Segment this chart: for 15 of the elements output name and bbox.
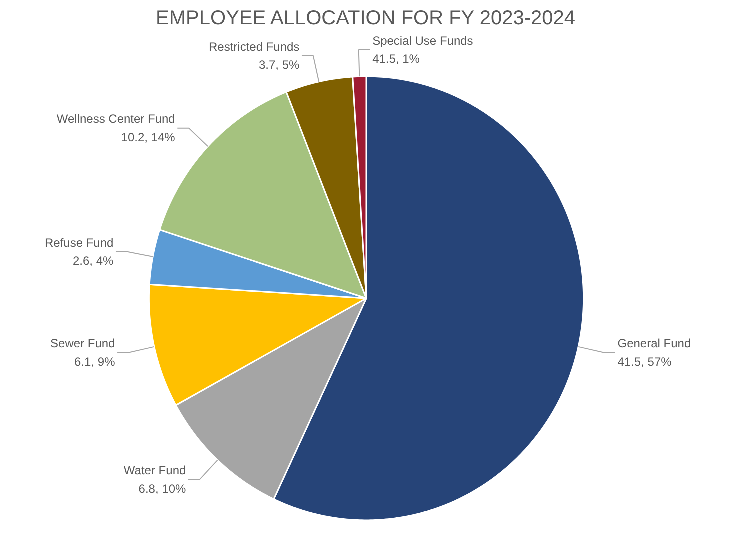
- data-label: 3.7, 5%: [258, 58, 300, 72]
- chart-title: EMPLOYEE ALLOCATION FOR FY 2023-2024: [156, 8, 576, 30]
- data-label: 6.8, 10%: [138, 482, 186, 496]
- slice-label: Restricted Funds: [208, 40, 300, 54]
- slice-label: Wellness Center Fund: [56, 112, 176, 126]
- data-label: 6.1, 9%: [74, 354, 116, 369]
- data-label: 2.6, 4%: [73, 254, 114, 268]
- slice-label: Refuse Fund: [44, 236, 114, 250]
- slice-label: Water Fund: [124, 464, 186, 478]
- slice-label: Sewer Fund: [50, 336, 116, 351]
- data-label: 41.5, 1%: [372, 52, 420, 66]
- slice-label: General Fund: [618, 336, 692, 351]
- slice-label: Special Use Funds: [372, 34, 474, 48]
- data-label: 41.5, 57%: [618, 354, 672, 369]
- data-label: 10.2, 14%: [121, 130, 176, 144]
